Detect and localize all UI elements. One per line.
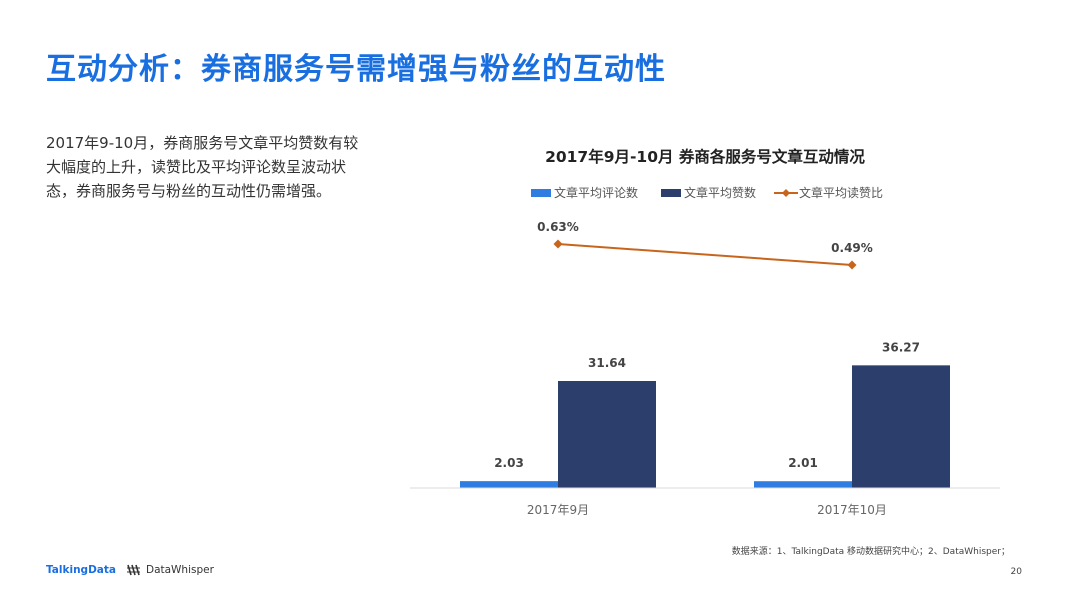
footer-logos: TalkingData DataWhisper xyxy=(46,563,214,577)
bar xyxy=(852,365,950,488)
bar xyxy=(460,481,558,488)
line-series: 0.63% 0.49% xyxy=(537,220,873,270)
legend-label: 文章平均赞数 xyxy=(684,185,756,200)
bar xyxy=(754,481,852,488)
chart-legend: 文章平均评论数 文章平均赞数 文章平均读赞比 xyxy=(531,185,883,200)
legend-marker xyxy=(782,189,790,197)
line-path xyxy=(557,243,853,266)
bar xyxy=(558,381,656,488)
line-point xyxy=(847,260,857,270)
line-value-label: 0.49% xyxy=(831,241,873,255)
chart-title: 2017年9月-10月 券商各服务号文章互动情况 xyxy=(545,147,865,166)
bar-series: 2.03 31.64 2.01 36.27 xyxy=(460,340,950,488)
line-value-label: 0.63% xyxy=(537,220,579,234)
line-point xyxy=(553,239,563,249)
bar-value-label: 2.03 xyxy=(494,456,524,470)
legend-swatch xyxy=(661,189,681,197)
datawhisper-logo: DataWhisper xyxy=(145,564,214,576)
page-number: 20 xyxy=(1010,567,1022,577)
description-text: 2017年9-10月，券商服务号文章平均赞数有较大幅度的上升，读赞比及平均评论数… xyxy=(46,134,359,200)
datawhisper-mark-icon xyxy=(126,564,140,576)
interaction-chart: 2017年9月-10月 券商各服务号文章互动情况 文章平均评论数 文章平均赞数 文章… xyxy=(410,147,1000,517)
talkingdata-logo: TalkingData xyxy=(46,564,116,576)
x-tick-label: 2017年9月 xyxy=(527,503,589,517)
legend-swatch xyxy=(531,189,551,197)
legend-label: 文章平均读赞比 xyxy=(799,185,883,200)
x-axis-ticks: 2017年9月 2017年10月 xyxy=(527,503,887,517)
bar-value-label: 2.01 xyxy=(788,456,818,470)
bar-value-label: 36.27 xyxy=(882,340,920,354)
bar-value-label: 31.64 xyxy=(588,356,626,370)
data-source-note: 数据来源：1、TalkingData 移动数据研究中心；2、DataWhispe… xyxy=(731,547,1010,557)
page-title: 互动分析：券商服务号需增强与粉丝的互动性 xyxy=(46,52,666,87)
legend-label: 文章平均评论数 xyxy=(554,185,638,200)
x-tick-label: 2017年10月 xyxy=(817,503,887,517)
